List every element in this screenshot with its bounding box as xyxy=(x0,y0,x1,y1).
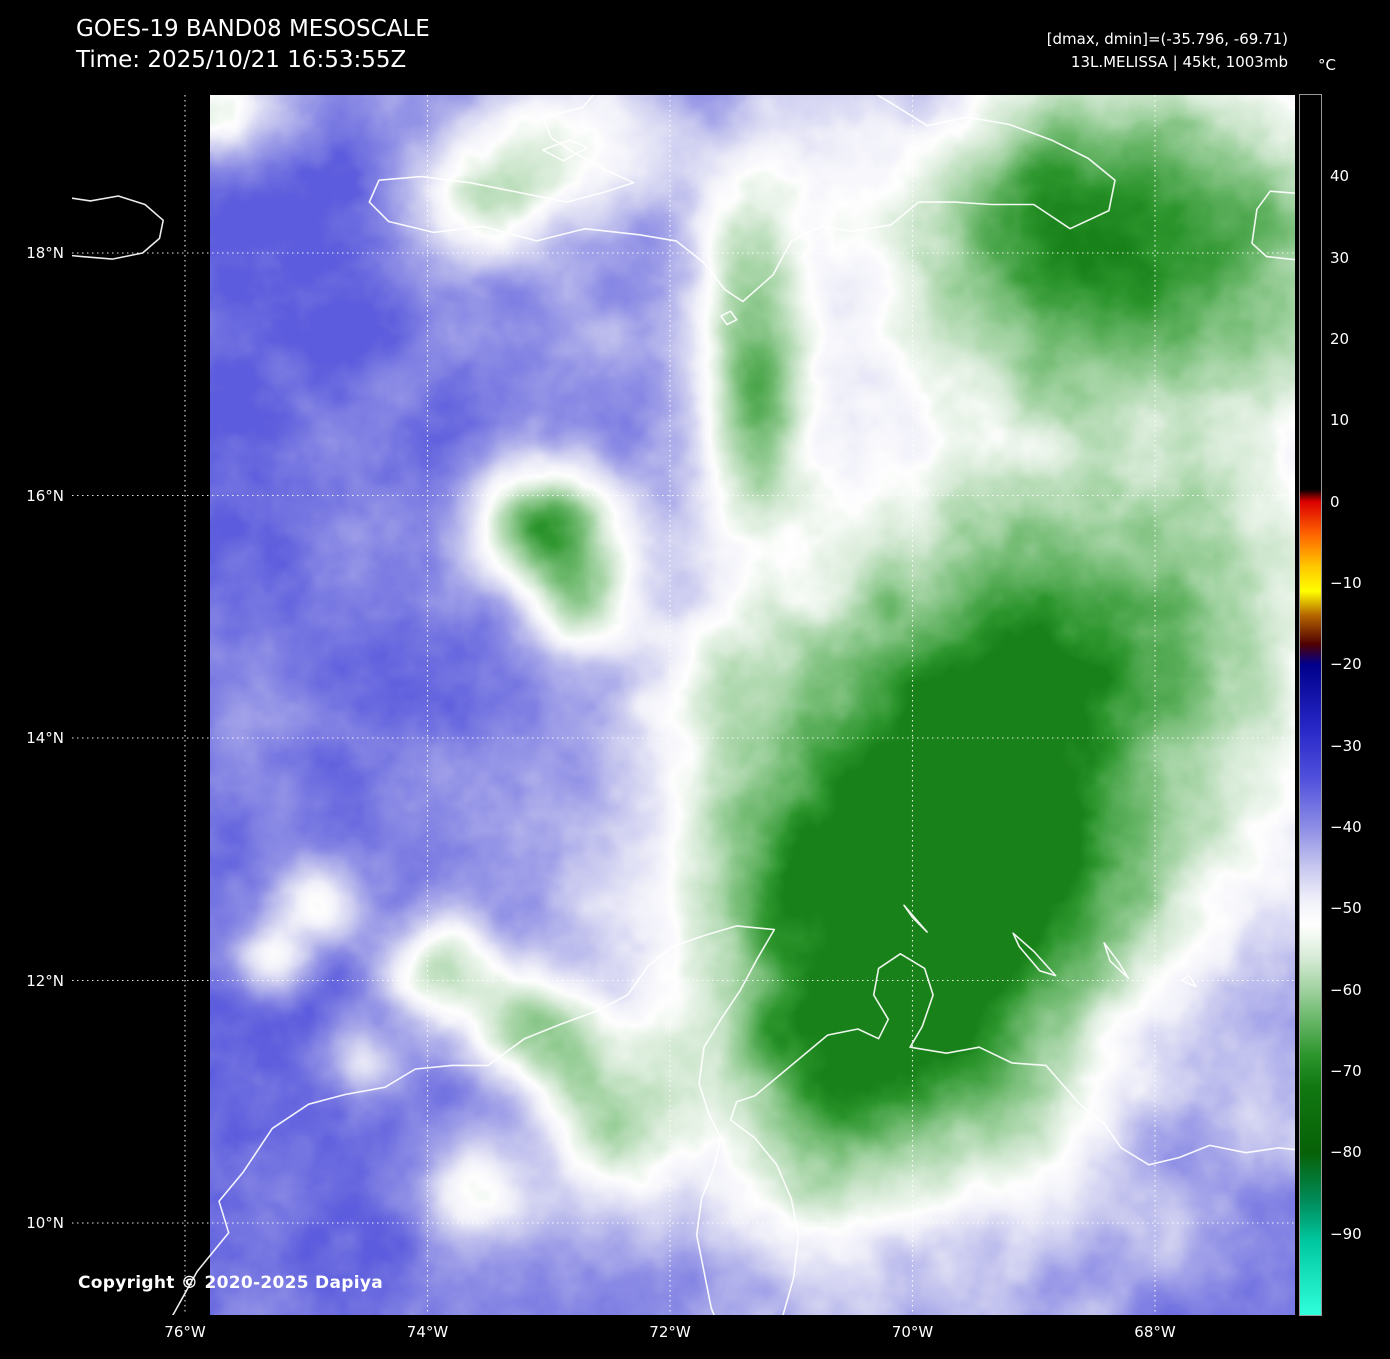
coastline-hispaniola xyxy=(368,95,1116,303)
colorbar-tick-30: 30 xyxy=(1330,248,1350,267)
lon-tick-76w: 76°W xyxy=(164,1323,206,1341)
header-right: [dmax, dmin]=(-35.796, -69.71) 13L.MELIS… xyxy=(1047,28,1288,74)
coastline-bonaire xyxy=(1103,942,1130,979)
lat-tick-12n: 12°N xyxy=(26,971,64,990)
colorbar-tick-10: 10 xyxy=(1330,411,1350,430)
colorbar-tick-40: 40 xyxy=(1330,167,1350,186)
colorbar-tick-m50: −50 xyxy=(1330,899,1362,918)
colorbar-tick-m40: −40 xyxy=(1330,818,1362,836)
lon-tick-72w: 72°W xyxy=(649,1323,691,1341)
colorbar-tick-m30: −30 xyxy=(1330,736,1362,755)
coastline-curacao xyxy=(1012,932,1057,977)
colorbar-unit-label: °C xyxy=(1318,56,1336,74)
colorbar-tick-0: 0 xyxy=(1330,492,1340,511)
header-left: GOES-19 BAND08 MESOSCALE Time: 2025/10/2… xyxy=(76,14,430,76)
map-overlay xyxy=(72,95,1295,1315)
colorbar-tick-20: 20 xyxy=(1330,330,1350,348)
coastline-beata-island xyxy=(720,310,738,326)
lat-tick-16n: 16°N xyxy=(26,486,64,505)
satellite-imagery-canvas xyxy=(210,95,1295,1315)
coastline-las-aves xyxy=(1180,974,1197,988)
colorbar-tick-m80: −80 xyxy=(1330,1143,1362,1162)
coastline-colombia-guajira-maracaibo-west xyxy=(172,925,776,1315)
colorbar-tick-m90: −90 xyxy=(1330,1224,1362,1243)
colorbar-tick-m60: −60 xyxy=(1330,980,1362,999)
coastline-gonave-island xyxy=(541,139,589,162)
copyright-notice: Copyright © 2020-2025 Dapiya xyxy=(78,1273,383,1293)
lon-tick-74w: 74°W xyxy=(406,1323,449,1341)
lat-tick-18n: 18°N xyxy=(26,244,64,262)
colorbar-tick-m70: −70 xyxy=(1330,1062,1362,1080)
lon-tick-68w: 68°W xyxy=(1134,1323,1176,1341)
colorbar xyxy=(1299,94,1322,1316)
colorbar-tick-m20: −20 xyxy=(1330,655,1362,674)
map-plot: Copyright © 2020-2025 Dapiya xyxy=(72,95,1295,1315)
coastline-puerto-rico-west xyxy=(1251,190,1295,261)
lat-tick-10n: 10°N xyxy=(26,1214,64,1232)
storm-status: 13L.MELISSA | 45kt, 1003mb xyxy=(1070,53,1288,71)
timestamp: Time: 2025/10/21 16:53:55Z xyxy=(76,47,407,73)
coastline-aruba xyxy=(903,904,928,933)
coastline-venezuela-coast-paraguana xyxy=(729,953,1295,1315)
dmax-dmin-readout: [dmax, dmin]=(-35.796, -69.71) xyxy=(1046,30,1288,48)
lon-tick-70w: 70°W xyxy=(891,1323,934,1341)
lat-tick-14n: 14°N xyxy=(26,729,64,747)
coastline-jamaica-east xyxy=(72,195,164,260)
colorbar-tick-m10: −10 xyxy=(1330,574,1362,592)
product-title: GOES-19 BAND08 MESOSCALE xyxy=(76,16,430,42)
